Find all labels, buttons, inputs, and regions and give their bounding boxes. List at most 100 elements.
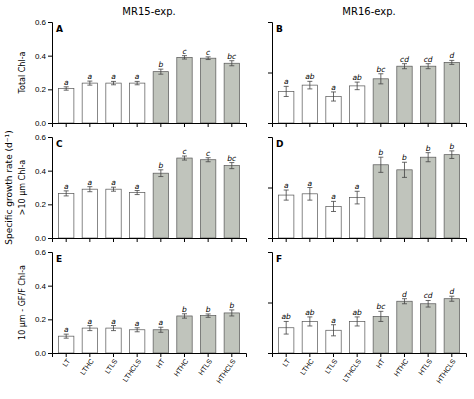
bar [349,86,364,123]
error-bar [331,92,336,101]
error-line [286,321,287,334]
error-cap [111,330,116,331]
x-tick-mark [286,353,287,357]
x-tick [137,238,138,242]
significance-letter: bc [376,302,386,311]
bar [129,330,144,353]
error-cap [87,330,92,331]
panel: aaaabccbc0.00.20.40.6C>10 μm Chl-a [18,133,247,243]
significance-letter: d [449,51,454,60]
bar [153,72,168,123]
x-tick-label: LTLS [323,357,338,375]
bar [129,83,144,123]
y-tick: 0.2 [35,200,52,209]
y-tick-mark [48,204,52,205]
error-bar [135,191,140,195]
y-axis: 0.00.20.40.6 [35,18,53,128]
panel-label: F [276,254,282,264]
x-tick: HT [375,353,387,369]
x-tick-mark [428,238,429,242]
title: MR15-exp. [122,6,175,17]
error-cap [426,161,431,162]
y-tick-label: 0.4 [35,282,47,291]
error-cap [182,59,187,60]
x-tick [66,123,67,127]
y-tick-label: 0.4 [35,52,47,61]
y-axis-line [268,253,273,354]
x-tick [380,238,381,242]
x-tick-mark [231,353,232,357]
error-bar [87,187,92,192]
y-axis-label: 10 μm - GF/F Chl-a [18,265,27,340]
y-tick [268,123,272,124]
error-bar [284,86,289,96]
significance-letter: c [182,47,187,56]
x-tick-label: HTHC [393,358,410,378]
error-cap [64,90,69,91]
significance-letter: b [229,301,234,310]
significance-letter: bc [227,154,237,163]
x-tick-mark [231,123,232,127]
y-tick: 0.2 [35,85,52,94]
error-bar [378,157,383,172]
x-tick-mark [66,238,67,242]
error-cap [331,211,336,212]
error-line [451,296,452,301]
x-tick [89,238,90,242]
x-tick-mark [208,238,209,242]
x-axis [273,238,467,242]
error-bar [111,187,116,191]
error-bar [426,64,431,69]
y-tick: 0.4 [35,282,52,291]
y-axis-line [48,138,53,239]
y-tick [268,252,272,253]
bar [302,321,317,353]
y-tick-mark [48,319,52,320]
error-line [404,299,405,304]
x-tick-label: LTHCLS [121,357,142,383]
y-tick-mark [268,252,272,253]
bar [302,194,317,238]
error-line [66,87,67,90]
error-cap [402,68,407,69]
error-bar [158,170,163,177]
error-cap [64,338,69,339]
bar [177,57,192,123]
error-line [357,191,358,204]
error-line [89,326,90,331]
y-tick-mark [48,89,52,90]
bar [82,83,97,123]
error-cap [111,191,116,192]
x-axis-line [53,354,247,358]
significance-letter: d [402,290,407,299]
significance-letter: ab [282,312,292,321]
significance-letter: ab [352,73,362,82]
error-cap [307,325,312,326]
error-cap [206,59,211,60]
x-tick [380,123,381,127]
panel: ababaabbcdcddLTLTHCLTLSLTHCLSHTHTHCHTLSH… [268,253,467,385]
error-bar [158,69,163,74]
x-tick-mark [357,238,358,242]
x-tick [428,123,429,127]
error-bar [402,64,407,69]
x-tick-mark [451,238,452,242]
x-tick: HTHC [393,353,410,378]
error-line [404,64,405,69]
plot-area [59,310,240,353]
x-tick-mark [333,353,334,357]
error-line [137,81,138,84]
bar [349,198,364,238]
y-tick: 0.6 [35,18,52,27]
error-line [309,188,310,201]
error-cap [135,194,140,195]
error-bar [402,299,407,304]
title: MR16-exp. [342,6,395,17]
error-line [137,328,138,332]
error-cap [64,195,69,196]
error-line [451,60,452,64]
error-line [66,334,67,338]
x-tick [160,238,161,242]
x-tick-label: LT [61,357,72,368]
y-tick: 0.6 [35,248,52,257]
